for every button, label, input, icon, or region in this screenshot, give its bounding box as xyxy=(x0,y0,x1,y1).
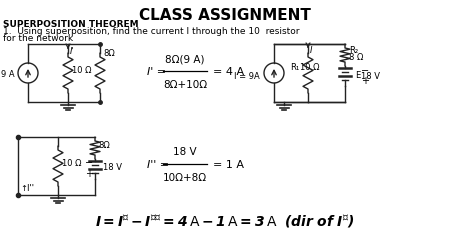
Text: −: − xyxy=(85,158,93,167)
Text: 8Ω+10Ω: 8Ω+10Ω xyxy=(163,80,207,90)
Text: E: E xyxy=(355,70,360,79)
Text: 10Ω+8Ω: 10Ω+8Ω xyxy=(163,172,207,182)
Text: +: + xyxy=(361,76,369,86)
Text: = 1 A: = 1 A xyxy=(213,159,244,169)
Text: 8Ω: 8Ω xyxy=(103,48,115,57)
Text: 18 V: 18 V xyxy=(173,146,197,156)
Text: −: − xyxy=(361,66,369,76)
Text: 18 V: 18 V xyxy=(103,163,122,172)
Text: 18 V: 18 V xyxy=(361,71,380,80)
Text: R₂: R₂ xyxy=(349,45,358,54)
Text: 9 A: 9 A xyxy=(1,69,15,78)
Text: CLASS ASSIGNMENT: CLASS ASSIGNMENT xyxy=(139,8,311,23)
Text: 8 Ω: 8 Ω xyxy=(349,52,364,61)
Text: 8Ω: 8Ω xyxy=(98,141,110,150)
Text: I'' =: I'' = xyxy=(147,159,169,169)
Text: 8Ω(9 A): 8Ω(9 A) xyxy=(165,54,205,64)
Text: 10 Ω: 10 Ω xyxy=(72,65,91,74)
Text: = 4 A: = 4 A xyxy=(213,67,244,77)
Text: I' =: I' = xyxy=(147,67,166,77)
Text: I: I xyxy=(310,46,312,55)
Text: $\bfit{I} = \bfit{I'} - \bfit{I''} = 4\,\mathrm{A} - 1\,\mathrm{A} = 3\,\mathrm{: $\bfit{I} = \bfit{I'} - \bfit{I''} = 4\,… xyxy=(95,213,355,229)
Text: 1.  Using superposition, find the current I through the 10  resistor: 1. Using superposition, find the current… xyxy=(3,27,300,36)
Text: 10 Ω: 10 Ω xyxy=(300,62,320,71)
Text: +: + xyxy=(85,168,93,178)
Text: R₁: R₁ xyxy=(290,62,299,71)
Text: I = 9A: I = 9A xyxy=(234,71,260,80)
Text: ↑I'': ↑I'' xyxy=(20,183,34,192)
Text: SUPERPOSITION THEOREM: SUPERPOSITION THEOREM xyxy=(3,20,139,29)
Text: for the network: for the network xyxy=(3,34,73,43)
Text: I': I' xyxy=(70,47,75,56)
Text: 10 Ω: 10 Ω xyxy=(62,158,81,167)
